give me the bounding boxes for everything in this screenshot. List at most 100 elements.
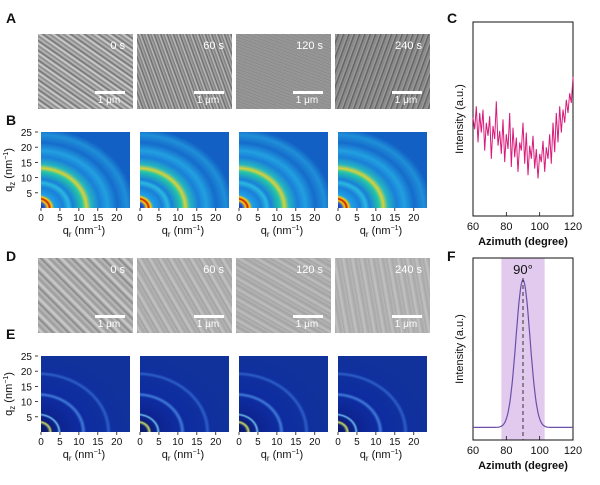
scale-bar-label: 1 μm (394, 95, 418, 106)
giwaxs-image (236, 356, 328, 432)
chart-c-frame (472, 21, 574, 217)
scale-bar (95, 315, 125, 318)
x-tick-label: 15 (191, 213, 203, 224)
x-tick-label: 10 (271, 213, 283, 224)
x-tick-label: 20 (408, 437, 420, 448)
x-tick-label: 20 (210, 437, 222, 448)
x-tick-label: 0 (236, 213, 242, 224)
x-axis-label: qr (nm−1) (63, 225, 105, 239)
x-tick-label: 5 (354, 437, 360, 448)
x-tick-label: 20 (111, 437, 123, 448)
chart-c-y-axis-label: Intensity (a.u.) (454, 84, 466, 154)
x-tick-label: 20 (111, 213, 123, 224)
chart-c-x-axis-label: Azimuth (degree) (478, 236, 568, 248)
scale-bar-label: 1 μm (97, 95, 121, 106)
panel-label-b: B (6, 112, 17, 128)
x-tick-label: 0 (38, 213, 44, 224)
x-tick-label: 20 (408, 213, 420, 224)
y-tick-label: 10 (21, 174, 33, 185)
scale-bar-label: 1 μm (295, 95, 319, 106)
sem-image-a-120: 120 s 1 μm (236, 34, 331, 109)
chart-f-x-tick-label: 120 (564, 445, 582, 457)
sem-image-d-60: 60 s 1 μm (137, 258, 232, 333)
sem-time-label: 60 s (203, 40, 224, 52)
sem-time-label: 0 s (110, 40, 125, 52)
giwaxs-image (137, 132, 229, 208)
giwaxs-image (335, 356, 427, 432)
giwaxs-image (38, 132, 130, 208)
x-tick-label: 10 (73, 437, 85, 448)
chart-c-x-tick-label: 120 (564, 221, 582, 233)
chart-c-x-tick-label: 80 (500, 221, 512, 233)
chart-c-x-tick-label: 60 (467, 221, 479, 233)
x-tick-label: 5 (156, 213, 162, 224)
y-axis-label: qz (nm−1) (3, 148, 17, 192)
giwaxs-pattern-b-3: 0 5 10 15 20 qr (nm−1) (335, 132, 427, 239)
x-axis-label: qr (nm−1) (261, 225, 303, 239)
y-tick-label: 10 (21, 398, 33, 409)
panel-label-d: D (6, 248, 17, 264)
x-tick-label: 0 (137, 213, 143, 224)
y-tick-label: 15 (21, 158, 33, 169)
y-tick-label: 20 (21, 143, 33, 154)
sem-image-a-0: 0 s 1 μm (38, 34, 133, 109)
x-tick-label: 5 (354, 213, 360, 224)
missing-wedge (335, 356, 338, 432)
sem-image-d-240: 240 s 1 μm (335, 258, 430, 333)
x-tick-label: 0 (38, 437, 44, 448)
x-tick-label: 20 (309, 437, 321, 448)
scale-bar (95, 91, 125, 94)
scale-bar (293, 91, 323, 94)
scale-bar (194, 91, 224, 94)
missing-wedge (236, 132, 239, 208)
sem-time-label: 240 s (395, 40, 422, 52)
giwaxs-image (236, 132, 328, 208)
x-tick-label: 15 (191, 437, 203, 448)
chart-f-peak-label: 90° (513, 262, 533, 277)
x-axis-label: qr (nm−1) (261, 449, 303, 463)
chart-c-x-tick-label: 100 (530, 221, 548, 233)
scale-bar-label: 1 μm (196, 95, 220, 106)
sem-time-label: 0 s (110, 264, 125, 276)
x-tick-label: 20 (210, 213, 222, 224)
chart-f-x-tick-label: 60 (467, 445, 479, 457)
chart-c-series-line (472, 76, 574, 179)
giwaxs-pattern-e-3: 0 5 10 15 20 qr (nm−1) (335, 356, 427, 463)
chart-f-y-axis-label: Intensity (a.u.) (454, 314, 466, 384)
x-tick-label: 10 (172, 213, 184, 224)
x-tick-label: 15 (389, 213, 401, 224)
x-tick-label: 0 (335, 437, 341, 448)
giwaxs-image (137, 356, 229, 432)
panel-label-e: E (6, 326, 16, 342)
x-tick-label: 5 (255, 437, 261, 448)
giwaxs-pattern-b-1: 0 5 10 15 20 qr (nm−1) (137, 132, 229, 239)
x-tick-label: 15 (290, 437, 302, 448)
panel-label-f: F (447, 248, 456, 264)
scale-bar (194, 315, 224, 318)
sem-time-label: 240 s (395, 264, 422, 276)
y-tick-label: 20 (21, 367, 33, 378)
chart-f-x-axis-label: Azimuth (degree) (478, 460, 568, 472)
chart-f-x-tick-label: 100 (530, 445, 548, 457)
scale-bar (392, 91, 422, 94)
panel-label-c: C (447, 10, 458, 26)
x-tick-label: 10 (370, 213, 382, 224)
missing-wedge (38, 132, 41, 208)
giwaxs-pattern-e-0: 0 5 10 15 20 qr (nm−1) (38, 356, 130, 463)
x-tick-label: 15 (389, 437, 401, 448)
panel-label-a: A (6, 10, 17, 26)
missing-wedge (137, 132, 140, 208)
scale-bar-label: 1 μm (196, 319, 220, 330)
y-tick-label: 25 (21, 352, 33, 363)
missing-wedge (236, 356, 239, 432)
y-tick-label: 15 (21, 382, 33, 393)
x-axis-label: qr (nm−1) (162, 225, 204, 239)
y-tick-label: 25 (21, 128, 33, 139)
sem-time-label: 120 s (296, 264, 323, 276)
x-axis-label: qr (nm−1) (360, 449, 402, 463)
giwaxs-yaxis-b: 5 10 15 20 25 qz (nm−1) (3, 128, 38, 200)
missing-wedge (38, 356, 41, 432)
giwaxs-pattern-e-1: 0 5 10 15 20 qr (nm−1) (137, 356, 229, 463)
x-axis-label: qr (nm−1) (360, 225, 402, 239)
